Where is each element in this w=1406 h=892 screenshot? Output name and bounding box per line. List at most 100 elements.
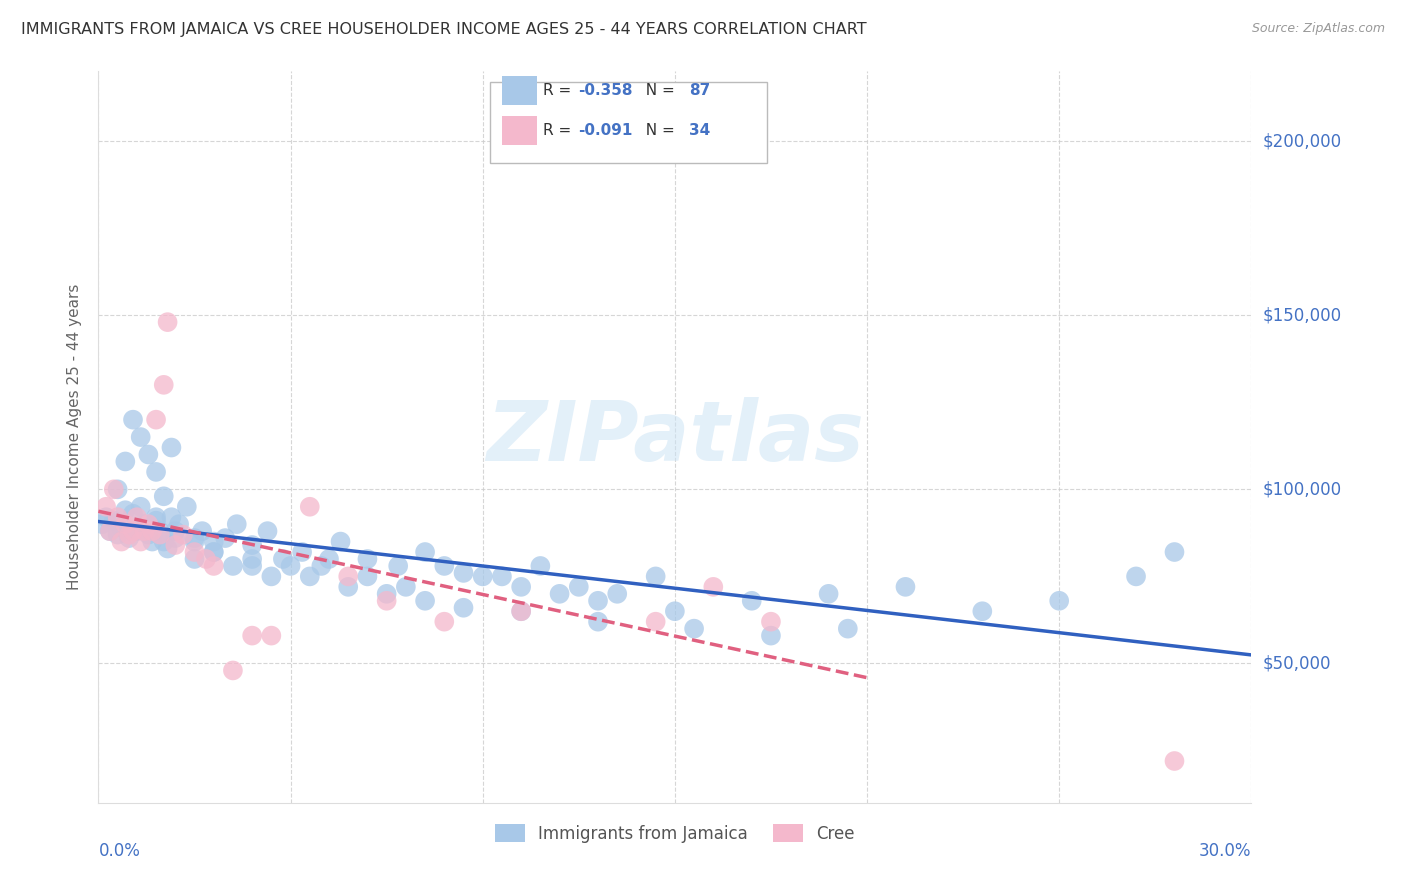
Point: [107, 510, 129, 524]
Point: [114, 454, 136, 468]
Point: [160, 441, 183, 455]
Point: [167, 517, 190, 532]
Point: [152, 534, 174, 549]
Point: [138, 448, 160, 462]
Point: [134, 517, 156, 532]
Point: [433, 558, 456, 573]
Point: [510, 604, 533, 618]
FancyBboxPatch shape: [502, 76, 537, 105]
Point: [260, 569, 283, 583]
Point: [395, 580, 418, 594]
Text: 0.0%: 0.0%: [98, 842, 141, 860]
Point: [152, 489, 174, 503]
FancyBboxPatch shape: [491, 82, 768, 163]
Point: [94, 500, 117, 514]
Point: [894, 580, 917, 594]
Text: N =: N =: [636, 83, 679, 98]
Point: [156, 315, 179, 329]
Point: [134, 524, 156, 538]
Point: [1125, 569, 1147, 583]
Point: [183, 534, 205, 549]
Point: [202, 558, 225, 573]
Point: [98, 524, 121, 538]
Point: [107, 483, 129, 497]
Point: [413, 545, 436, 559]
Point: [145, 465, 167, 479]
Point: [149, 527, 172, 541]
Point: [145, 412, 167, 426]
Point: [375, 587, 398, 601]
Point: [129, 500, 152, 514]
Point: [329, 534, 352, 549]
Text: 34: 34: [689, 123, 710, 138]
Point: [107, 527, 129, 541]
Point: [183, 552, 205, 566]
Point: [165, 524, 187, 538]
Text: IMMIGRANTS FROM JAMAICA VS CREE HOUSEHOLDER INCOME AGES 25 - 44 YEARS CORRELATIO: IMMIGRANTS FROM JAMAICA VS CREE HOUSEHOL…: [21, 22, 866, 37]
Point: [837, 622, 859, 636]
Point: [510, 580, 533, 594]
Text: N =: N =: [636, 123, 679, 138]
Point: [125, 524, 148, 538]
Point: [165, 538, 187, 552]
Point: [183, 545, 205, 559]
Point: [664, 604, 686, 618]
Point: [644, 615, 666, 629]
Point: [202, 534, 225, 549]
Point: [94, 510, 117, 524]
Point: [318, 552, 340, 566]
Point: [586, 615, 609, 629]
Point: [118, 531, 141, 545]
Point: [453, 566, 475, 580]
Point: [413, 594, 436, 608]
Text: 30.0%: 30.0%: [1199, 842, 1251, 860]
Point: [240, 552, 263, 566]
Point: [375, 594, 398, 608]
Point: [125, 510, 148, 524]
Point: [103, 483, 125, 497]
Point: [280, 558, 302, 573]
Text: Source: ZipAtlas.com: Source: ZipAtlas.com: [1251, 22, 1385, 36]
Point: [741, 594, 763, 608]
Point: [491, 569, 513, 583]
Point: [191, 524, 214, 538]
Point: [471, 569, 494, 583]
Point: [298, 500, 321, 514]
Point: [202, 545, 225, 559]
Point: [145, 514, 167, 528]
Point: [91, 517, 114, 532]
Point: [222, 664, 245, 678]
Point: [817, 587, 839, 601]
Point: [568, 580, 591, 594]
Point: [176, 500, 198, 514]
Text: R =: R =: [544, 123, 576, 138]
Point: [337, 569, 360, 583]
Text: $150,000: $150,000: [1263, 306, 1341, 324]
Point: [98, 524, 121, 538]
Point: [298, 569, 321, 583]
Point: [103, 514, 125, 528]
Point: [240, 629, 263, 643]
Point: [260, 629, 283, 643]
Point: [356, 569, 378, 583]
Point: [141, 524, 163, 538]
Point: [759, 629, 782, 643]
Point: [214, 531, 236, 545]
Point: [240, 538, 263, 552]
Point: [1163, 754, 1185, 768]
Point: [683, 622, 706, 636]
Point: [1163, 545, 1185, 559]
Point: [271, 552, 294, 566]
Point: [337, 580, 360, 594]
Point: [240, 558, 263, 573]
Point: [156, 541, 179, 556]
Text: -0.358: -0.358: [578, 83, 633, 98]
Text: -0.091: -0.091: [578, 123, 633, 138]
Point: [145, 510, 167, 524]
Point: [152, 377, 174, 392]
Point: [311, 558, 333, 573]
Point: [356, 552, 378, 566]
Point: [759, 615, 782, 629]
Point: [433, 615, 456, 629]
Point: [606, 587, 628, 601]
